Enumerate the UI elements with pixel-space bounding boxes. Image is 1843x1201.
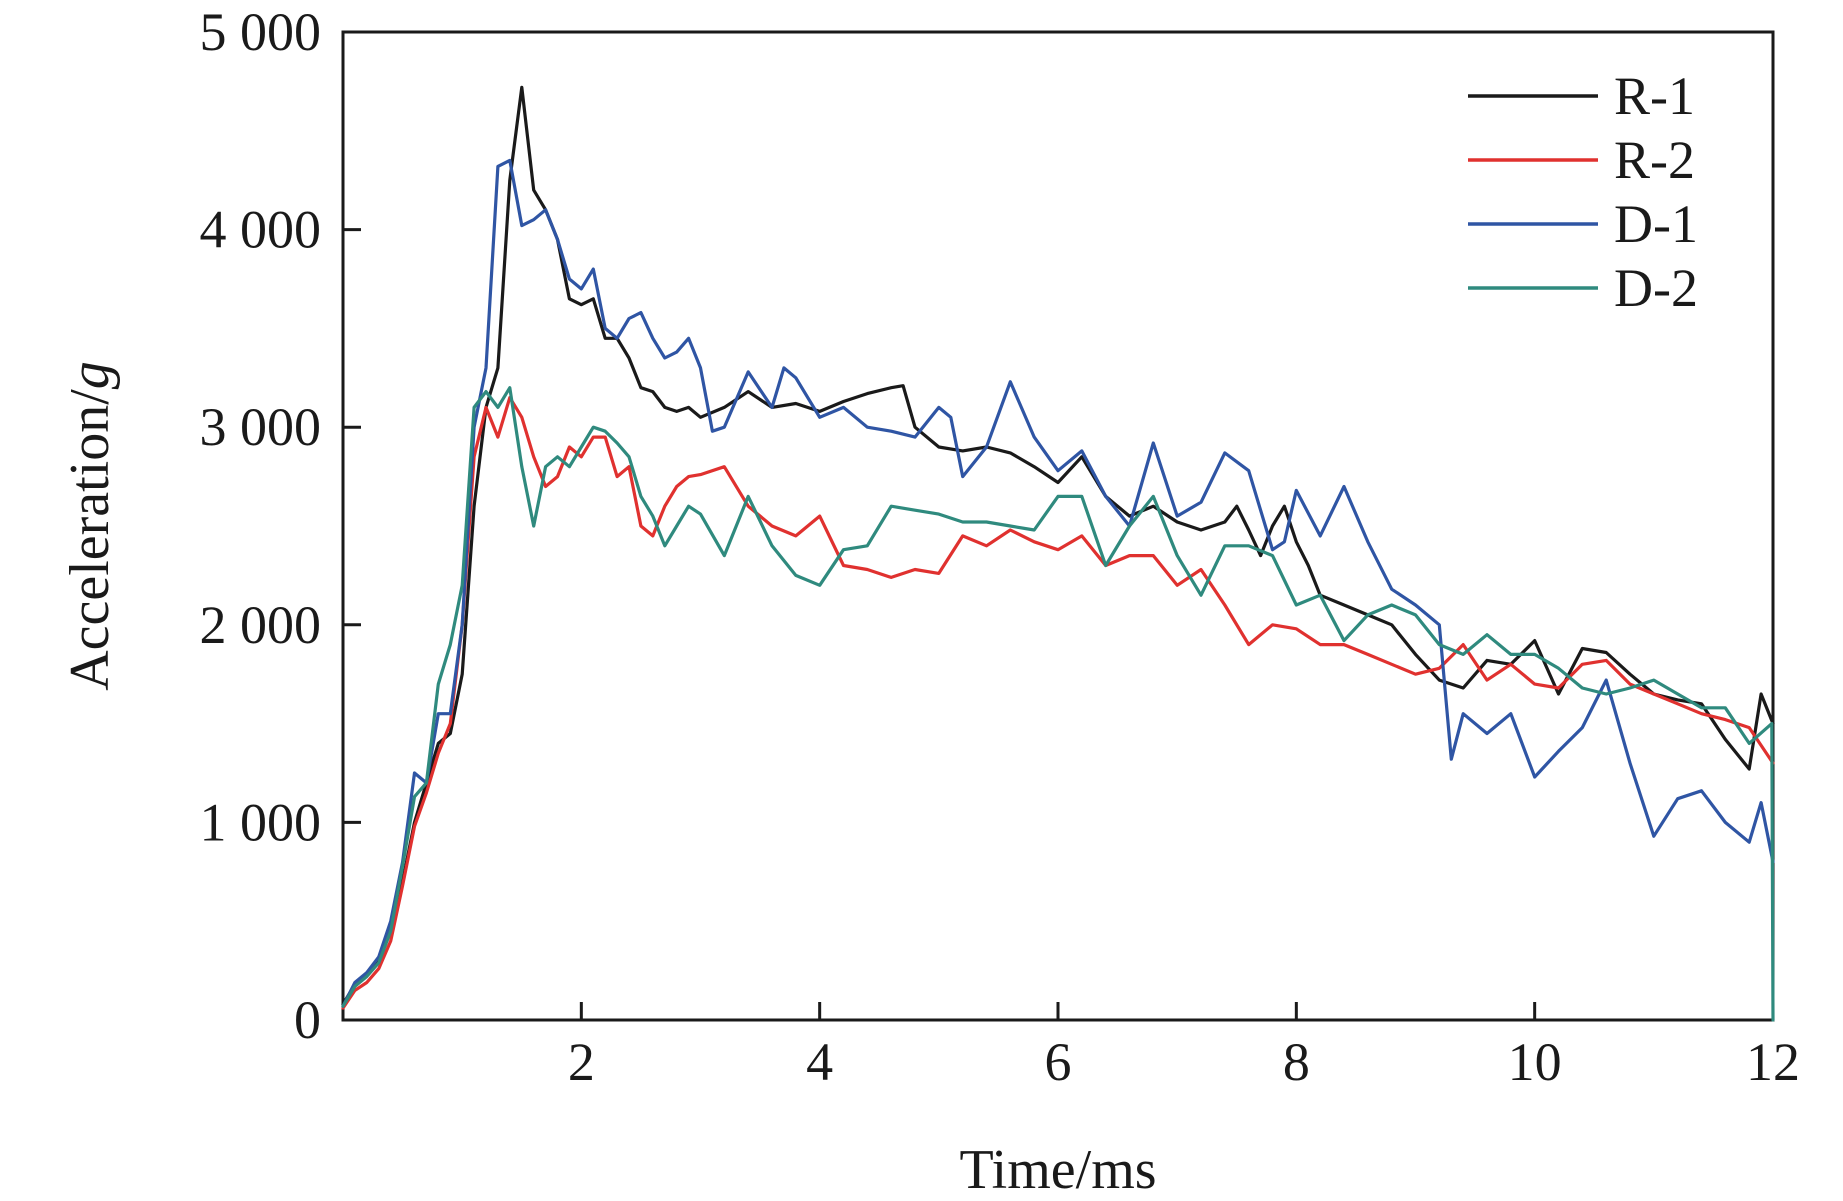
y-tick-label: 5 000 xyxy=(200,2,322,62)
x-tick-label: 6 xyxy=(1045,1032,1072,1092)
y-axis-ticks: 0 1 000 2 000 3 000 4 000 5 000 xyxy=(200,2,361,1050)
y-tick-label: 0 xyxy=(294,990,321,1050)
legend-item-r-1: R-1 xyxy=(1468,66,1695,126)
y-axis-title-unit: g xyxy=(59,361,121,389)
y-axis-title-main: Acceleration/ xyxy=(59,389,121,691)
series-line-r-1 xyxy=(341,85,1775,1006)
y-tick-label: 4 000 xyxy=(200,200,322,260)
legend-label: R-2 xyxy=(1614,130,1695,190)
x-axis-ticks: 2 4 6 8 10 12 xyxy=(568,1002,1800,1092)
plot-frame xyxy=(341,30,1775,1022)
x-tick-label: 10 xyxy=(1508,1032,1562,1092)
legend-item-d-1: D-1 xyxy=(1468,194,1698,254)
y-tick-label: 1 000 xyxy=(200,792,322,852)
y-tick-label: 2 000 xyxy=(200,595,322,655)
legend-label: R-1 xyxy=(1614,66,1695,126)
series-line-d-1 xyxy=(341,158,1775,1008)
x-tick-label: 8 xyxy=(1283,1032,1310,1092)
series-line-d-2 xyxy=(341,386,1775,1022)
x-tick-label: 12 xyxy=(1746,1032,1800,1092)
series-line-r-2 xyxy=(341,396,1775,1010)
x-tick-label: 4 xyxy=(806,1032,833,1092)
legend: R-1R-2D-1D-2 xyxy=(1468,66,1698,318)
legend-label: D-2 xyxy=(1614,258,1698,318)
x-axis-title: Time/ms xyxy=(959,1139,1156,1201)
y-axis-title: Acceleration/g xyxy=(59,361,121,691)
legend-item-d-2: D-2 xyxy=(1468,258,1698,318)
x-tick-label: 2 xyxy=(568,1032,595,1092)
series-lines xyxy=(341,85,1775,1022)
legend-item-r-2: R-2 xyxy=(1468,130,1695,190)
y-tick-label: 3 000 xyxy=(200,397,322,457)
legend-label: D-1 xyxy=(1614,194,1698,254)
